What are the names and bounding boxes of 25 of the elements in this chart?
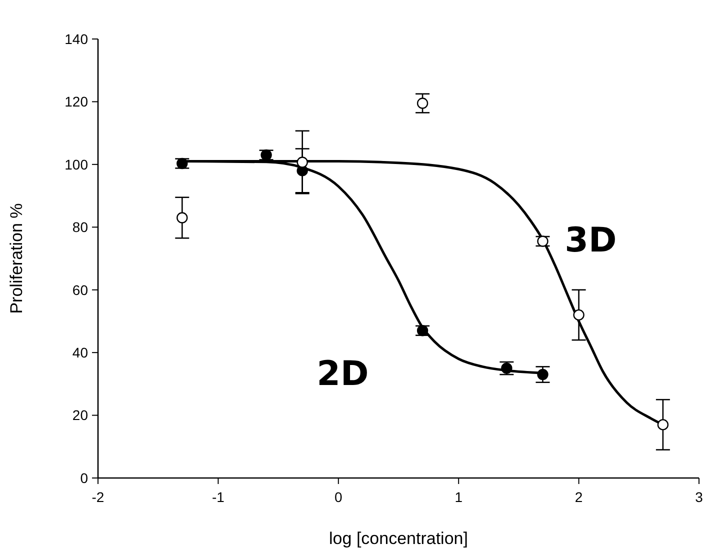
x-axis-title: log [concentration] [329,529,468,548]
y-tick-label: 120 [64,94,88,110]
y-tick-label: 20 [72,407,88,424]
series-label: 3D [564,220,617,261]
series-label: 2D [316,354,369,394]
y-tick-label: 40 [72,344,88,360]
x-tick-label: 0 [334,489,342,505]
point [176,212,188,224]
x-tick-label: 3 [695,489,704,505]
y-tick-label: 100 [64,156,88,172]
point [296,156,308,168]
point [657,419,669,430]
y-axis-title: Proliferation % [7,203,26,314]
x-tick-label: 2 [574,489,583,505]
x-tick-label: -1 [212,489,225,505]
point [176,158,188,170]
y-tick-label: 60 [72,282,88,298]
point [416,98,428,109]
y-tick-label: 140 [64,30,88,47]
x-tick-label: -2 [92,489,104,505]
point [537,368,548,380]
y-tick-label: 0 [80,470,88,486]
x-tick-label: 1 [454,489,463,505]
point [573,309,584,321]
y-tick-label: 80 [72,219,88,236]
